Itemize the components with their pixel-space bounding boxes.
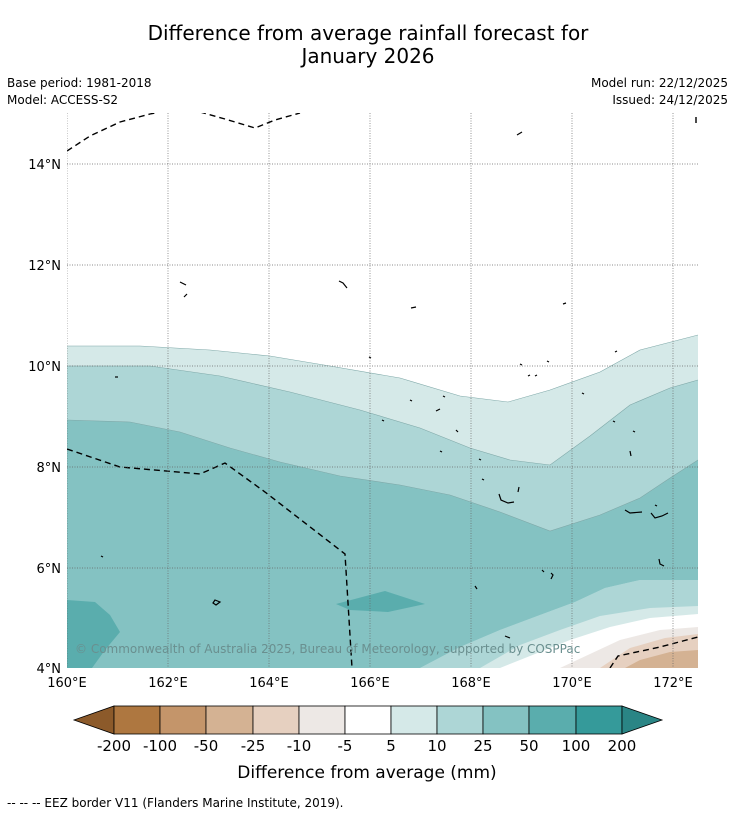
model-name: Model: ACCESS-S2 [7,93,119,107]
colorbar-cell [344,705,392,735]
rainfall-patch-50-100-sw [67,600,120,668]
lat-label: 14°N [28,158,61,173]
colorbar-cell [390,705,438,735]
colorbar: -200 -100 -50 -25 -10 -5 5 10 25 50 100 200 Differe… [72,705,664,783]
colorbar-tick-label: -100 [143,737,177,755]
lat-label: 4°N [37,662,62,677]
colorbar-cell [252,705,300,735]
colorbar-cell [482,705,530,735]
lon-axis: 160°E 162°E 164°E 166°E 168°E 170°E 172°… [47,676,693,691]
meta-right: Model run: 22/12/2025 Issued: 24/12/2025 [591,75,728,109]
colorbar-cell [113,705,161,735]
lat-axis: 14°N 12°N 10°N 8°N 6°N 4°N [28,158,61,677]
gridlines [67,113,698,668]
map-title: Difference from average rainfall forecas… [0,22,736,68]
colorbar-extend-low [72,705,115,735]
lat-label: 10°N [28,360,61,375]
rainfall-band-25-50 [67,420,698,668]
lon-label: 168°E [451,676,491,691]
colorbar-cell [205,705,254,735]
lat-label: 12°N [28,259,61,274]
colorbar-tick-label: 25 [473,737,492,755]
model-run: Model run: 22/12/2025 [590,76,728,90]
colorbar-cell [436,705,484,735]
colorbar-cell [528,705,577,735]
colorbar-tick-label: 100 [562,737,591,755]
rainfall-band-neg25-neg50 [625,650,698,668]
base-period: Base period: 1981-2018 [7,76,152,90]
colorbar-tick-label: -10 [287,737,312,755]
colorbar-tick-label: 200 [608,737,637,755]
copyright-notice: © Commonwealth of Australia 2025, Bureau… [75,642,580,656]
lon-label: 166°E [350,676,390,691]
title-line-1: Difference from average rainfall forecas… [147,21,589,45]
colorbar-axis-label: Difference from average (mm) [237,763,496,783]
contour-lines [67,334,698,532]
eez-legend-note: -- -- -- EEZ border V11 (Flanders Marine… [7,796,344,810]
lat-label: 6°N [37,562,62,577]
colorbar-cell [159,705,207,735]
issued-date: Issued: 24/12/2025 [612,93,728,107]
lat-label: 8°N [37,461,62,476]
colorbar-tick-label: 10 [427,737,446,755]
colorbar-tick-label: 5 [386,737,396,755]
lon-label: 172°E [653,676,693,691]
colorbar-tick-label: -5 [338,737,353,755]
rainfall-patch-50-100-center [336,591,425,612]
colorbar-cell [298,705,346,735]
lon-label: 160°E [47,676,87,691]
colorbar-tick-label: -200 [97,737,131,755]
lon-label: 164°E [249,676,289,691]
meta-left: Base period: 1981-2018 Model: ACCESS-S2 [7,75,152,109]
colorbar-tick-label: -25 [241,737,266,755]
map-plot-area: © Commonwealth of Australia 2025, Bureau… [67,113,698,668]
lon-label: 162°E [148,676,188,691]
colorbar-cell [575,705,623,735]
colorbar-tick-label: -50 [194,737,219,755]
colorbar-tick-label: 50 [519,737,538,755]
colorbar-extend-high [621,705,664,735]
islands [100,131,669,639]
title-line-2: January 2026 [301,44,435,68]
lon-label: 170°E [552,676,592,691]
